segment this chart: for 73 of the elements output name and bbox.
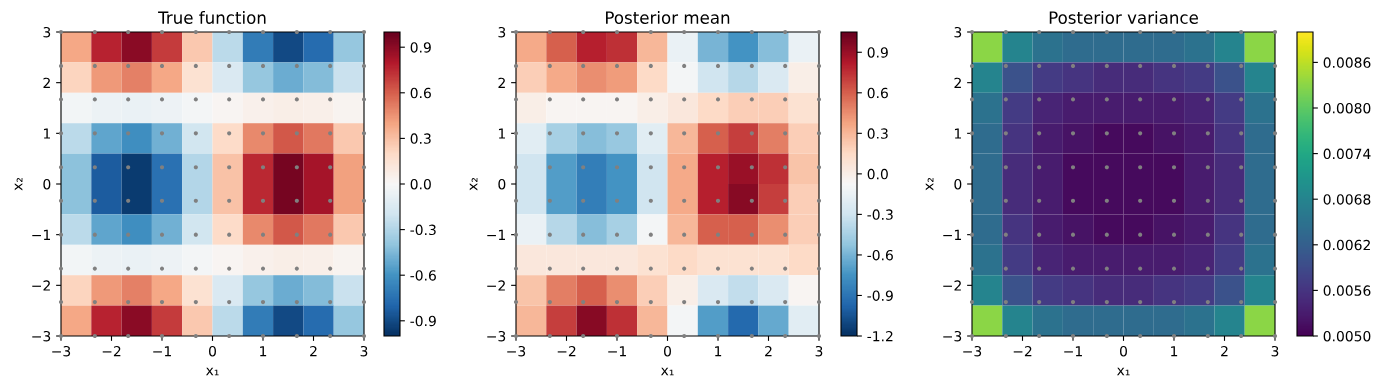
y-tick-label: 1: [954, 128, 961, 139]
x-axis-title: x₁: [1117, 367, 1130, 376]
color-bar-label: 0.0062: [1323, 239, 1370, 251]
y-tick-label: 0: [498, 178, 506, 190]
color-bar-label: 0.9: [867, 47, 888, 58]
x-tick-label: 1: [260, 346, 267, 357]
color-bar-label: -0.3: [867, 209, 893, 220]
x-tick-label: −2: [557, 345, 576, 357]
color-bar-label: 0.0074: [1323, 148, 1371, 160]
color-bar-label: -0.6: [410, 270, 436, 281]
x-tick-label: −3: [963, 345, 982, 357]
color-bar-label: 0.0: [410, 178, 431, 190]
color-bar-label: -0.9: [410, 315, 436, 327]
color-bar-label: 0.0: [867, 168, 888, 180]
chart-title: True function: [158, 11, 266, 24]
y-tick-label: −2: [487, 280, 505, 291]
x-tick-label: −1: [608, 346, 626, 357]
x-axis-title: x₁: [206, 367, 219, 376]
y-tick-label: 3: [498, 26, 506, 38]
x-tick-label: 2: [765, 345, 772, 357]
x-tick-label: −2: [1013, 345, 1032, 357]
color-bar-label: -0.6: [867, 249, 893, 261]
x-tick-label: −1: [1064, 346, 1082, 357]
x-tick-label: 3: [360, 345, 368, 357]
color-bar-label: 0.0050: [1323, 330, 1371, 342]
y-tick-label: 1: [498, 128, 505, 139]
color-bar-label: -0.3: [410, 224, 436, 236]
y-tick-label: 3: [954, 26, 962, 38]
color-bar-label: 0.0068: [1323, 194, 1371, 205]
y-tick-label: 2: [954, 77, 961, 88]
x-tick-label: 3: [815, 345, 823, 357]
x-tick-label: −3: [52, 345, 71, 357]
y-tick-label: −3: [487, 330, 506, 342]
chart-title: Posterior variance: [1049, 11, 1198, 24]
y-axis-title: x₂: [469, 177, 478, 191]
color-bar-label: 0.9: [410, 42, 431, 53]
x-tick-label: 0: [209, 345, 216, 357]
color-bar-label: 0.3: [410, 133, 431, 144]
chart-title: Posterior mean: [606, 11, 730, 24]
y-tick-label: −1: [32, 229, 50, 240]
y-tick-label: −2: [32, 280, 50, 291]
x-tick-label: 2: [1221, 345, 1228, 357]
color-bar-label: 0.6: [410, 87, 431, 99]
color-bar-label: 0.6: [867, 87, 888, 99]
color-bar-label: 0.0056: [1323, 285, 1371, 296]
y-tick-label: −3: [943, 330, 962, 342]
color-bar-label: -1.2: [867, 330, 893, 342]
y-tick-label: 0: [43, 178, 51, 190]
y-tick-label: −1: [487, 229, 505, 240]
x-tick-label: −2: [102, 345, 121, 357]
y-tick-label: 3: [43, 26, 51, 38]
y-axis-title: x₂: [14, 177, 23, 191]
x-tick-label: 0: [1120, 345, 1127, 357]
y-tick-label: −1: [943, 229, 961, 240]
x-tick-label: 2: [310, 345, 317, 357]
y-tick-label: −2: [943, 280, 961, 291]
x-axis-title: x₁: [661, 367, 674, 376]
x-tick-label: −1: [153, 346, 171, 357]
color-bar-label: 0.0086: [1323, 57, 1371, 68]
x-tick-label: 1: [1171, 346, 1178, 357]
y-tick-label: −3: [32, 330, 51, 342]
color-bar-label: 0.3: [867, 128, 888, 139]
y-tick-label: 1: [43, 128, 50, 139]
x-tick-label: 3: [1271, 345, 1279, 357]
x-tick-label: 0: [664, 345, 671, 357]
x-tick-label: 1: [715, 346, 722, 357]
y-tick-label: 2: [498, 77, 505, 88]
x-tick-label: −3: [507, 345, 526, 357]
y-axis-title: x₂: [925, 177, 934, 191]
color-bar-label: 0.0080: [1323, 102, 1371, 114]
color-bar-label: -0.9: [867, 290, 893, 301]
y-tick-label: 2: [43, 77, 50, 88]
y-tick-label: 0: [954, 178, 962, 190]
